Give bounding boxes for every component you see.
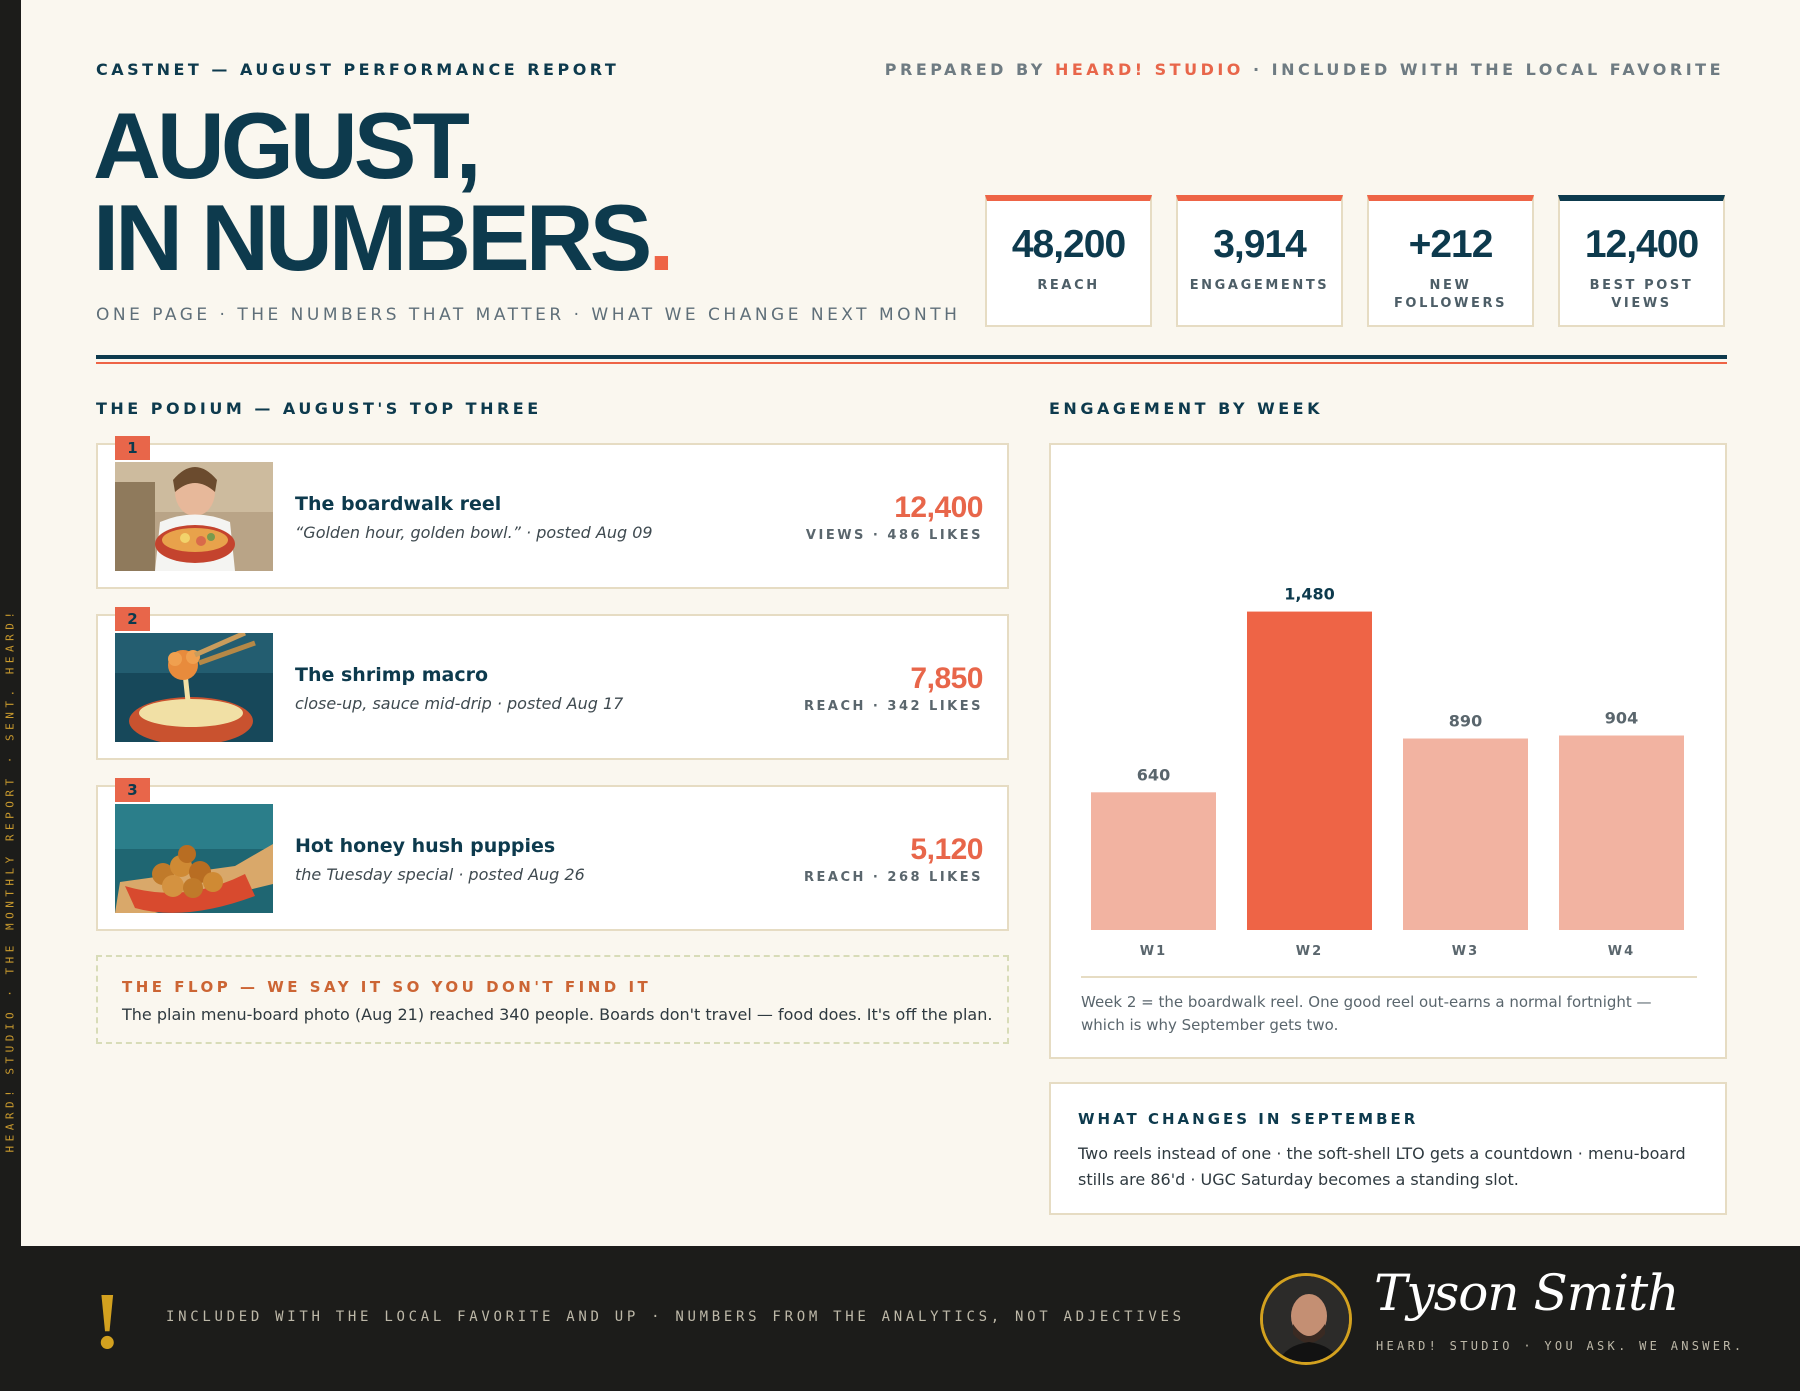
footer-text: INCLUDED WITH THE LOCAL FAVORITE AND UP … <box>166 1309 1185 1325</box>
bar-value-label: 890 <box>1449 712 1482 731</box>
side-strip-text: HEARD! STUDIO · THE MONTHLY REPORT · SEN… <box>3 607 17 1153</box>
bar-w1 <box>1091 792 1216 930</box>
rank-badge: 2 <box>115 607 150 631</box>
bar-w2 <box>1247 611 1372 930</box>
stat-label: NEW FOLLOWERS <box>1393 278 1508 311</box>
footer-tagline: HEARD! STUDIO · YOU ASK. WE ANSWER. <box>1376 1339 1745 1353</box>
x-tick-label: W1 <box>1140 944 1167 959</box>
stat-card-new-followers: +212 NEW FOLLOWERS <box>1367 195 1534 327</box>
title-line-1: AUGUST, <box>93 93 482 198</box>
flop-callout: THE FLOP — WE SAY IT SO YOU DON'T FIND I… <box>96 955 1009 1044</box>
stat-label: REACH <box>1037 278 1100 293</box>
post-caption: the Tuesday special · posted Aug 26 <box>295 865 585 884</box>
post-title: The shrimp macro <box>295 664 489 686</box>
post-meta: REACH · 342 LIKES <box>804 699 983 714</box>
prepared-by-prefix: PREPARED BY <box>884 60 1055 79</box>
person-avatar-icon <box>1263 1276 1349 1362</box>
post-title: The boardwalk reel <box>295 493 502 515</box>
podium-card[interactable]: 2 The shrimp macro close-up, sauce mid-d… <box>96 607 1009 760</box>
bar-w3 <box>1403 738 1528 930</box>
brand-name: HEARD! STUDIO <box>1054 60 1244 79</box>
bar-value-label: 640 <box>1137 765 1170 784</box>
subtitle: ONE PAGE · THE NUMBERS THAT MATTER · WHA… <box>96 305 961 325</box>
engagement-chart-card: 640 W1 1,480 W2 890 W3 904 W4 Week 2 = the boar… <box>1049 443 1727 1059</box>
post-value: 7,850 <box>910 662 983 695</box>
flop-title: THE FLOP — WE SAY IT SO YOU DON'T FIND I… <box>122 978 652 996</box>
stat-value: 48,200 <box>1011 223 1126 266</box>
post-caption: “Golden hour, golden bowl.” · posted Aug… <box>295 523 653 542</box>
report-kicker: CASTNET — AUGUST PERFORMANCE REPORT <box>96 60 620 79</box>
changes-text: Two reels instead of one · the soft-shel… <box>1078 1144 1686 1189</box>
stat-value: +212 <box>1408 223 1494 266</box>
chart-note: Week 2 = the boardwalk reel. One good re… <box>1081 993 1652 1034</box>
podium-heading: THE PODIUM — AUGUST'S TOP THREE <box>96 399 542 418</box>
changes-title: WHAT CHANGES IN SEPTEMBER <box>1078 1110 1419 1128</box>
stat-value: 12,400 <box>1584 223 1699 266</box>
post-title: Hot honey hush puppies <box>295 835 556 857</box>
bar-value-label: 1,480 <box>1284 585 1335 604</box>
post-value: 5,120 <box>910 833 983 866</box>
engagement-heading: ENGAGEMENT BY WEEK <box>1049 399 1324 418</box>
stat-label: ENGAGEMENTS <box>1189 278 1330 293</box>
post-value: 12,400 <box>894 491 983 524</box>
signature: Tyson Smith <box>1374 1264 1679 1322</box>
post-meta: REACH · 268 LIKES <box>804 870 983 885</box>
bar-value-label: 904 <box>1605 709 1638 728</box>
divider-coral <box>96 362 1727 364</box>
side-strip: HEARD! STUDIO · THE MONTHLY REPORT · SEN… <box>0 0 21 1246</box>
page-title: AUGUST, IN NUMBERS. <box>93 93 675 285</box>
september-changes: WHAT CHANGES IN SEPTEMBER Two reels inst… <box>1049 1082 1727 1215</box>
podium-card[interactable]: 1 The boardwalk reel “Golden hour, golde… <box>96 436 1009 589</box>
post-caption: close-up, sauce mid-drip · posted Aug 17 <box>295 694 624 713</box>
x-tick-label: W3 <box>1452 944 1479 959</box>
bar-w4 <box>1559 735 1684 930</box>
divider-navy <box>96 355 1727 359</box>
stat-card-reach: 48,200 REACH <box>985 195 1152 327</box>
post-meta: VIEWS · 486 LIKES <box>805 528 983 543</box>
engagement-bar-chart: 640 W1 1,480 W2 890 W3 904 W4 <box>1081 585 1697 978</box>
post-thumbnail[interactable] <box>115 462 273 571</box>
title-line-2-text: IN NUMBERS <box>93 185 652 290</box>
avatar <box>1260 1273 1352 1365</box>
x-tick-label: W4 <box>1608 944 1635 959</box>
stat-label: BEST POST VIEWS <box>1589 278 1694 311</box>
rank-badge: 3 <box>115 778 150 802</box>
shrimp-photo-icon <box>115 633 273 742</box>
post-thumbnail[interactable] <box>115 804 273 913</box>
post-thumbnail[interactable] <box>115 633 273 742</box>
stat-cards: 48,200 REACH 3,914 ENGAGEMENTS +212 NEW … <box>985 195 1725 327</box>
rank-badge: 1 <box>115 436 150 460</box>
report-page: CASTNET — AUGUST PERFORMANCE REPORT PREP… <box>21 0 1800 1246</box>
stat-card-engagements: 3,914 ENGAGEMENTS <box>1176 195 1343 327</box>
exclamation-logo-icon: ! <box>94 1278 121 1366</box>
bowl-photo-icon <box>115 462 273 571</box>
x-tick-label: W2 <box>1296 944 1323 959</box>
flop-text: The plain menu-board photo (Aug 21) reac… <box>122 1005 993 1024</box>
stat-card-best-post: 12,400 BEST POST VIEWS <box>1558 195 1725 327</box>
prepared-by: PREPARED BY HEARD! STUDIO · INCLUDED WIT… <box>885 60 1724 79</box>
title-line-2: IN NUMBERS. <box>93 191 675 285</box>
hush-puppies-photo-icon <box>115 804 273 913</box>
prepared-by-suffix: · INCLUDED WITH THE LOCAL FAVORITE <box>1243 60 1724 79</box>
footer: ! INCLUDED WITH THE LOCAL FAVORITE AND U… <box>0 1246 1800 1391</box>
title-dot: . <box>648 185 674 290</box>
stat-value: 3,914 <box>1213 223 1307 266</box>
podium-card[interactable]: 3 Hot honey hush puppies the Tuesday spe… <box>96 778 1009 931</box>
